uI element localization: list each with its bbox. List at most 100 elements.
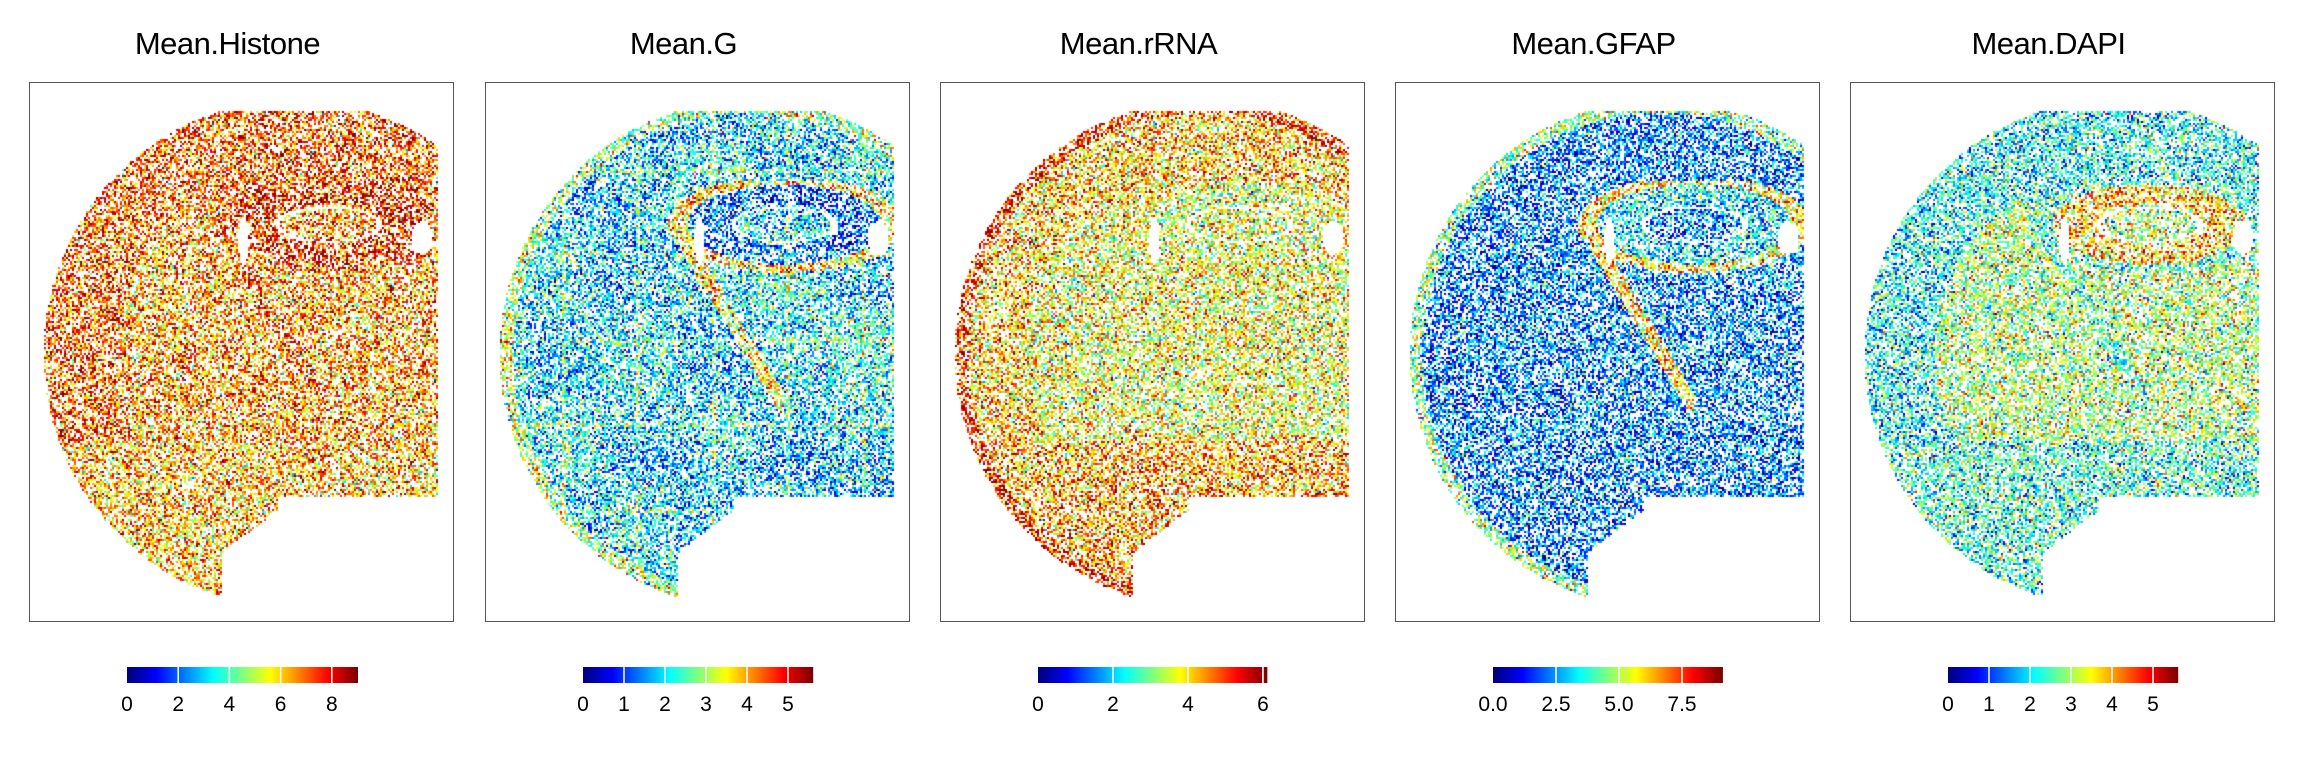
colorbar-segment — [340, 667, 343, 683]
colorbar-segment — [615, 667, 619, 683]
colorbar-segment — [1496, 667, 1500, 683]
colorbar-segment — [646, 667, 649, 683]
colorbar-segment — [173, 667, 176, 683]
colorbar-segment — [609, 667, 613, 683]
colorbar-segment — [194, 667, 197, 683]
colorbar-segment — [1068, 667, 1072, 683]
colorbar-segment — [1110, 667, 1113, 683]
colorbar-segment — [2064, 667, 2068, 683]
plot-area — [1395, 82, 1820, 622]
colorbar-segment — [150, 667, 153, 683]
colorbar-segment — [311, 667, 314, 683]
colorbar: 0 1 2 3 4 5 — [1821, 660, 2276, 720]
colorbar-segment — [2152, 667, 2156, 683]
colorbar-segment — [2129, 667, 2133, 683]
colorbar-segment — [328, 667, 332, 683]
colorbar-segment — [2078, 667, 2081, 683]
colorbar-segment — [1156, 667, 1159, 683]
colorbar-segment — [2118, 667, 2121, 683]
colorbar-segment — [1047, 667, 1051, 683]
colorbar-segment — [280, 667, 284, 683]
colorbar-segment — [169, 667, 172, 683]
colorbar-segment — [676, 667, 680, 683]
colorbar-segment — [1682, 667, 1685, 683]
colorbar-segment — [1243, 667, 1247, 683]
colorbar-segment — [611, 667, 615, 683]
colorbar-segment — [2026, 667, 2029, 683]
colorbar-segment — [1180, 667, 1184, 683]
colorbar-segment — [1058, 667, 1062, 683]
colorbar-segment — [353, 667, 357, 683]
colorbar-segment — [219, 667, 222, 683]
colorbar-segment — [2041, 667, 2045, 683]
colorbar-segment — [659, 667, 663, 683]
colorbar-segment — [347, 667, 351, 683]
colorbar-segment — [1615, 667, 1618, 683]
colorbar-segment — [1493, 667, 1496, 683]
colorbar-segment — [1211, 667, 1214, 683]
colorbar-segment — [1590, 667, 1593, 683]
colorbar-segment — [762, 667, 766, 683]
colorbar-tick-label: 2 — [1107, 693, 1119, 716]
panel-title: Mean.G — [629, 26, 738, 61]
colorbar-segment — [2007, 667, 2010, 683]
colorbar-segment — [1055, 667, 1058, 683]
colorbar-segment — [1710, 667, 1714, 683]
colorbar-segment — [791, 667, 795, 683]
panel-title: Mean.Histone — [134, 26, 321, 61]
colorbar-segment — [1584, 667, 1588, 683]
colorbar-segment — [1636, 667, 1639, 683]
colorbar-segment — [1720, 667, 1723, 683]
colorbar-segment — [224, 667, 228, 683]
colorbar-segment — [803, 667, 806, 683]
colorbar: 0 2 4 6 8 — [0, 660, 455, 720]
colorbar-segment — [1552, 667, 1555, 683]
colorbar-segment — [1628, 667, 1632, 683]
colorbar-segment — [2131, 667, 2135, 683]
colorbar-segment — [1228, 667, 1232, 683]
colorbar-segment — [1114, 667, 1117, 683]
colorbar-segment — [165, 667, 168, 683]
colorbar-segment — [263, 667, 266, 683]
colorbar-segment — [2162, 667, 2165, 683]
colorbar-segment — [1099, 667, 1102, 683]
colorbar-segment — [1544, 667, 1548, 683]
colorbar-segment — [2168, 667, 2171, 683]
colorbar-segment — [1563, 667, 1567, 683]
colorbar-segment — [1070, 667, 1073, 683]
colorbar-segment — [1670, 667, 1674, 683]
colorbar-segment — [1613, 667, 1616, 683]
colorbar-segment — [1251, 667, 1255, 683]
colorbar-segment — [1257, 667, 1260, 683]
colorbar-segment — [810, 667, 814, 683]
colorbar-segment — [1969, 667, 1972, 683]
colorbar-segment — [2089, 667, 2093, 683]
colorbar-segment — [736, 667, 739, 683]
colorbar-segment — [1967, 667, 1970, 683]
colorbar-segment — [1974, 667, 1978, 683]
colorbar-segment — [592, 667, 596, 683]
colorbar-segment — [2034, 667, 2037, 683]
spatial-scatter-points — [30, 83, 453, 621]
colorbar-segment — [1230, 667, 1234, 683]
colorbar-segment — [2087, 667, 2091, 683]
colorbar-segment — [1550, 667, 1553, 683]
colorbar-segment — [648, 667, 651, 683]
colorbar-segment — [1963, 667, 1966, 683]
colorbar-segment — [190, 667, 193, 683]
colorbar-segment — [657, 667, 661, 683]
colorbar-tick-label: 4 — [2106, 693, 2118, 716]
colorbar-segment — [265, 667, 268, 683]
colorbar-segment — [751, 667, 754, 683]
colorbar-segment — [1548, 667, 1551, 683]
colorbar-segment — [1582, 667, 1586, 683]
colorbar-segment — [799, 667, 802, 683]
colorbar-segment — [1708, 667, 1712, 683]
colorbar-segment — [251, 667, 255, 683]
colorbar-segment — [324, 667, 328, 683]
colorbar-segment — [1536, 667, 1540, 683]
colorbar-segment — [1693, 667, 1697, 683]
colorbar-segment — [1165, 667, 1169, 683]
colorbar-segment — [695, 667, 699, 683]
colorbar-segment — [1125, 667, 1129, 683]
